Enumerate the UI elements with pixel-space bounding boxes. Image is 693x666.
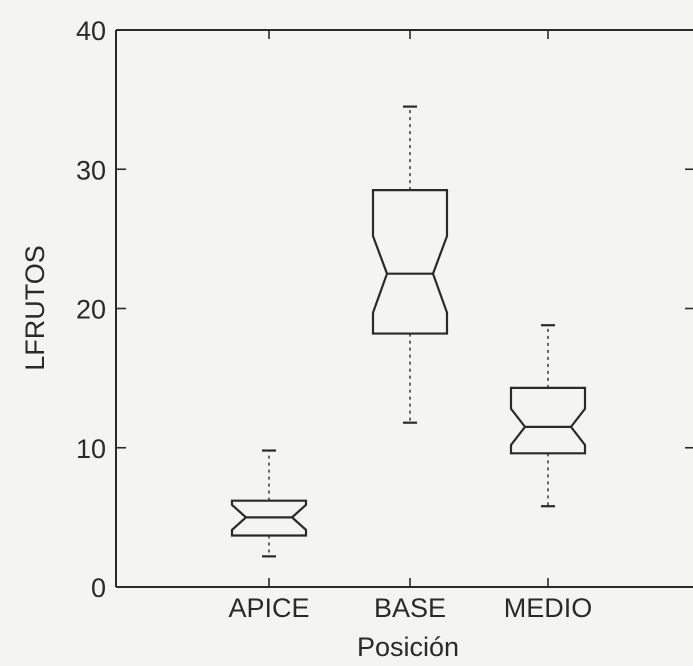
y-tick-label: 20 bbox=[76, 295, 106, 325]
x-axis-label: Posición bbox=[357, 632, 459, 662]
x-category-label: MEDIO bbox=[504, 593, 593, 623]
box-series bbox=[230, 105, 587, 558]
plot-frame bbox=[115, 29, 693, 588]
y-axis-ticks: 0 10 20 30 40 bbox=[76, 16, 693, 603]
notched-box bbox=[371, 189, 449, 335]
box-base bbox=[371, 105, 449, 424]
x-category-label: APICE bbox=[228, 593, 309, 623]
y-tick-label: 40 bbox=[76, 16, 106, 46]
y-axis-label: LFRUTOS bbox=[20, 245, 50, 371]
y-tick-label: 30 bbox=[76, 155, 106, 185]
notched-box bbox=[509, 386, 587, 455]
box-apice bbox=[230, 449, 308, 558]
x-category-label: BASE bbox=[374, 593, 446, 623]
x-axis-ticks: APICE BASE MEDIO bbox=[228, 30, 592, 623]
y-tick-label: 0 bbox=[91, 573, 106, 603]
y-tick-label: 10 bbox=[76, 434, 106, 464]
notched-box bbox=[230, 499, 308, 537]
box-medio bbox=[509, 324, 587, 508]
